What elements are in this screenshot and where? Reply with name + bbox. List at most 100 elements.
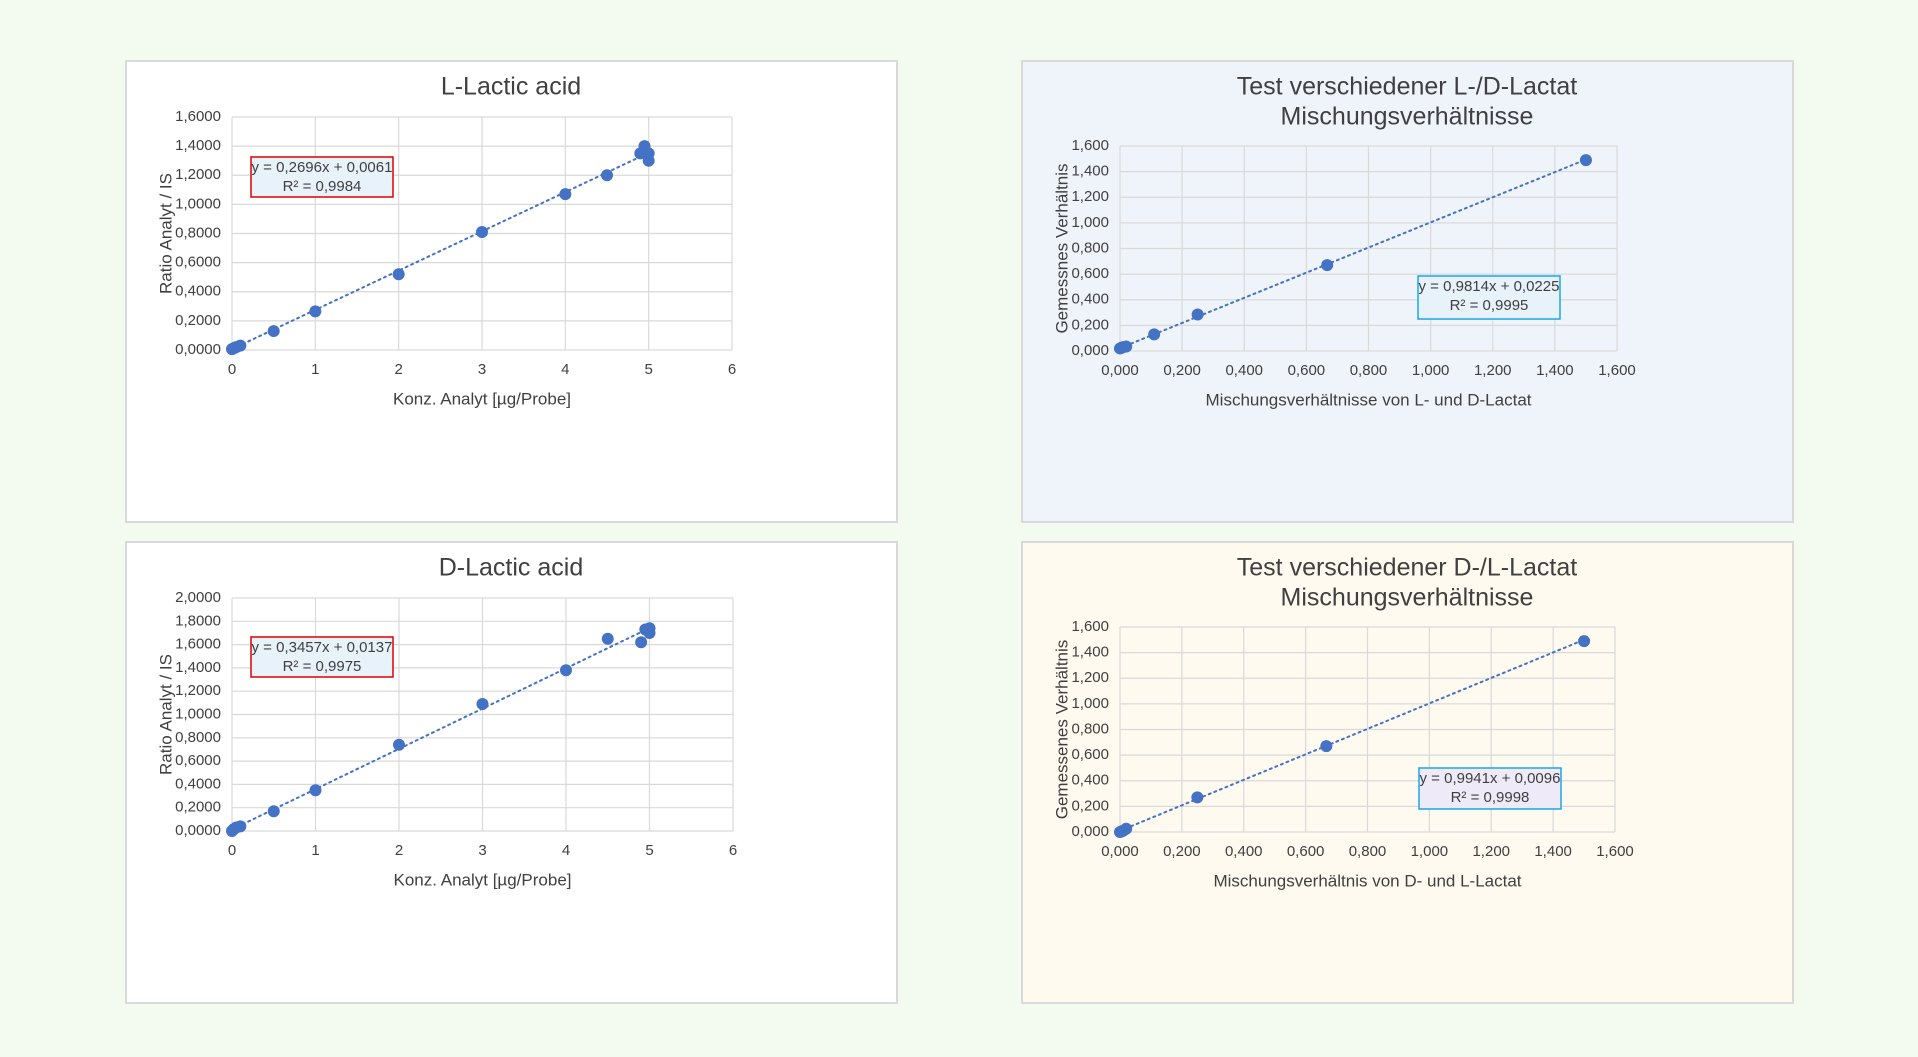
chart-title: Mischungsverhältnisse [1281, 584, 1534, 612]
y-tick-label: 1,000 [1071, 695, 1109, 712]
trendline [231, 627, 651, 831]
chart-title: D-Lactic acid [439, 554, 584, 582]
x-tick-label: 5 [645, 842, 653, 859]
data-point [392, 268, 405, 281]
trendline-equation-box [250, 636, 394, 678]
y-tick-label: 2,0000 [175, 589, 221, 606]
x-tick-label: 0,400 [1225, 843, 1263, 860]
y-tick-label: 1,2000 [175, 682, 221, 699]
x-tick-label: 4 [561, 361, 569, 378]
y-tick-label: 1,0000 [175, 705, 221, 722]
y-tick-label: 0,400 [1071, 772, 1109, 789]
x-tick-label: 1,000 [1411, 843, 1449, 860]
y-tick-label: 1,400 [1071, 163, 1109, 180]
x-axis-label: Konz. Analyt [µg/Probe] [393, 870, 571, 889]
x-tick-label: 2 [394, 361, 402, 378]
chart-svg-d-lactic-acid: D-Lactic acid 0 1 2 3 4 5 6 0,0000 0,2000 0,4000 0,… [156, 554, 737, 890]
y-axis-label: Ratio Analyt / IS [156, 654, 175, 775]
data-point [560, 664, 572, 677]
x-tick-label: 0,600 [1287, 843, 1325, 860]
y-tick-label: 0,8000 [175, 729, 221, 746]
y-tick-label: 0,0000 [175, 341, 221, 358]
trendline-equation: y = 0,9814x + 0,0225 [1419, 278, 1560, 295]
y-tick-label: 1,000 [1071, 214, 1109, 231]
x-tick-label: 6 [729, 842, 737, 859]
r-squared-value: R² = 0,9984 [283, 178, 362, 195]
data-point [643, 626, 656, 639]
x-axis-label: Mischungsverhältnisse von L- und D-Lacta… [1206, 390, 1532, 409]
y-tick-label: 0,200 [1071, 316, 1109, 333]
chart-title: Mischungsverhältnisse [1281, 103, 1534, 131]
y-tick-label: 0,800 [1071, 720, 1109, 737]
trendline [231, 151, 650, 351]
y-tick-label: 0,200 [1071, 797, 1109, 814]
x-tick-label: 5 [644, 361, 652, 378]
data-point [635, 636, 648, 649]
chart-panel-d-l-lactat-mix: Test verschiedener D-/L-Lactat Mischungsv… [1021, 541, 1794, 1004]
data-point [1120, 340, 1133, 353]
chart-title: L-Lactic acid [441, 73, 581, 101]
r-squared-value: R² = 0,9998 [1451, 789, 1530, 806]
y-tick-label: 1,6000 [175, 108, 221, 125]
y-tick-label: 1,6000 [175, 636, 221, 653]
chart-svg-l-lactic-acid: L-Lactic acid 0 1 2 3 4 5 6 0,0000 0,2000 0,4000 0,… [156, 73, 736, 409]
trendline-equation: y = 0,9941x + 0,0096 [1420, 770, 1561, 787]
trendline-equation: y = 0,2696x + 0,0061 [252, 159, 393, 176]
chart-svg-l-d-lactat-mix: Test verschiedener L-/D-LactatMischungsv… [1052, 73, 1636, 410]
x-axis-label: Konz. Analyt [µg/Probe] [393, 389, 571, 408]
trendline [1119, 158, 1587, 350]
y-tick-label: 0,000 [1071, 342, 1109, 359]
x-tick-label: 4 [562, 842, 570, 859]
data-point [476, 226, 488, 239]
y-tick-label: 1,200 [1071, 188, 1109, 205]
x-tick-label: 1 [311, 842, 319, 859]
data-point [234, 820, 247, 833]
y-axis-label: Gemessenes Verhältnis [1052, 640, 1071, 820]
r-squared-value: R² = 0,9975 [283, 658, 362, 675]
data-point [601, 169, 613, 182]
y-tick-label: 1,600 [1071, 137, 1109, 154]
x-tick-label: 0,400 [1225, 362, 1263, 379]
x-tick-label: 0,000 [1101, 362, 1139, 379]
chart-panel-l-d-lactat-mix: Test verschiedener L-/D-Lactat Mischungsv… [1021, 60, 1794, 523]
data-point [1579, 154, 1592, 167]
y-tick-label: 0,6000 [175, 254, 221, 271]
y-tick-label: 0,600 [1071, 746, 1109, 763]
chart-title: Test verschiedener L-/D-Lactat [1237, 73, 1577, 101]
data-point [1321, 259, 1334, 272]
data-point [1191, 791, 1204, 804]
x-axis-label: Mischungsverhältnis von D- und L-Lactat [1213, 871, 1521, 890]
data-point [267, 325, 280, 338]
y-tick-label: 0,8000 [175, 224, 221, 241]
y-tick-label: 1,400 [1071, 644, 1109, 661]
data-point [1191, 308, 1204, 321]
r-squared-value: R² = 0,9995 [1450, 297, 1529, 314]
data-point [393, 738, 405, 751]
x-tick-label: 1,600 [1598, 362, 1636, 379]
y-tick-label: 0,600 [1071, 265, 1109, 282]
data-point [476, 698, 489, 711]
x-tick-label: 1,200 [1474, 362, 1512, 379]
data-point [559, 188, 572, 201]
x-tick-label: 1,400 [1534, 843, 1572, 860]
y-tick-label: 0,4000 [175, 775, 221, 792]
x-tick-label: 3 [478, 842, 486, 859]
x-tick-label: 0,000 [1101, 843, 1139, 860]
data-point [601, 632, 614, 645]
y-tick-label: 0,800 [1071, 239, 1109, 256]
y-tick-label: 0,6000 [175, 752, 221, 769]
chart-panel-l-lactic-acid: L-Lactic acid 0 1 2 3 4 5 6 0,0000 0,2000 0,4000 0,… [125, 60, 898, 523]
trendline-equation-box [1418, 767, 1562, 810]
y-tick-label: 0,2000 [175, 312, 221, 329]
trendline-equation-box [1417, 275, 1561, 320]
y-axis-label: Ratio Analyt / IS [156, 173, 175, 294]
y-tick-label: 1,600 [1071, 618, 1109, 635]
y-tick-label: 1,4000 [175, 137, 221, 154]
y-axis-label: Gemessnes Verhältnis [1052, 163, 1071, 333]
y-tick-label: 1,4000 [175, 659, 221, 676]
data-point [1578, 635, 1591, 648]
y-tick-label: 0,4000 [175, 283, 221, 300]
y-tick-label: 1,8000 [175, 612, 221, 629]
data-point [267, 805, 280, 818]
y-tick-label: 0,0000 [175, 822, 221, 839]
